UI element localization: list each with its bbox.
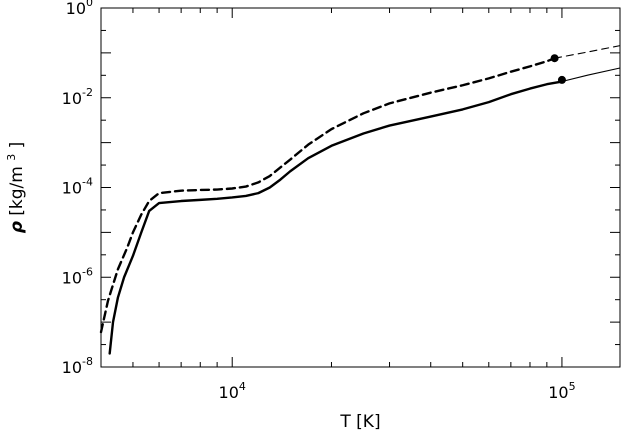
plot-axes (100, 7, 621, 368)
y-tick-label-base: 10 (62, 358, 82, 377)
y-tick-label-exponent: -6 (82, 265, 93, 278)
y-axis-label-exponent: 3 (5, 154, 18, 161)
y-tick-label: 10-8 (62, 355, 93, 377)
y-tick-label: 10-6 (62, 265, 93, 287)
y-axis-label-symbol: ρ (7, 221, 27, 233)
y-tick-label-base: 10 (62, 268, 82, 287)
marker-layer (550, 54, 566, 84)
x-axis-label: T [K] (339, 412, 380, 432)
y-axis-label-unit: [kg/m (7, 166, 27, 216)
series-line-solid (108, 80, 564, 355)
data-marker (557, 75, 566, 84)
series-line-thin-dashed (554, 45, 621, 59)
x-tick-label-base: 10 (548, 383, 568, 402)
x-tick-label-exponent: 5 (569, 380, 576, 393)
y-tick-label-exponent: 0 (86, 0, 93, 9)
y-tick-label-exponent: -8 (82, 355, 93, 368)
y-tick-label: 100 (66, 0, 93, 18)
y-tick-label-base: 10 (62, 89, 82, 108)
x-tick-label-base: 10 (219, 383, 239, 402)
y-axis-label-close: ] (7, 142, 27, 149)
y-tick-label: 10-4 (62, 176, 93, 198)
series-line-thin-solid (561, 67, 621, 83)
series-line-dashed (99, 57, 556, 334)
x-tick-label: 105 (548, 380, 575, 402)
y-tick-label-exponent: -4 (82, 176, 93, 189)
y-axis-label: ρ [kg/m 3 ] (0, 142, 27, 234)
x-tick-label-exponent: 4 (239, 380, 246, 393)
series-layer (99, 45, 621, 355)
y-tick-label: 10-2 (62, 86, 93, 108)
y-tick-label-base: 10 (62, 179, 82, 198)
x-tick-label: 104 (219, 380, 246, 402)
y-tick-label-base: 10 (66, 0, 86, 18)
data-marker (550, 54, 559, 63)
y-tick-label-exponent: -2 (82, 86, 93, 99)
